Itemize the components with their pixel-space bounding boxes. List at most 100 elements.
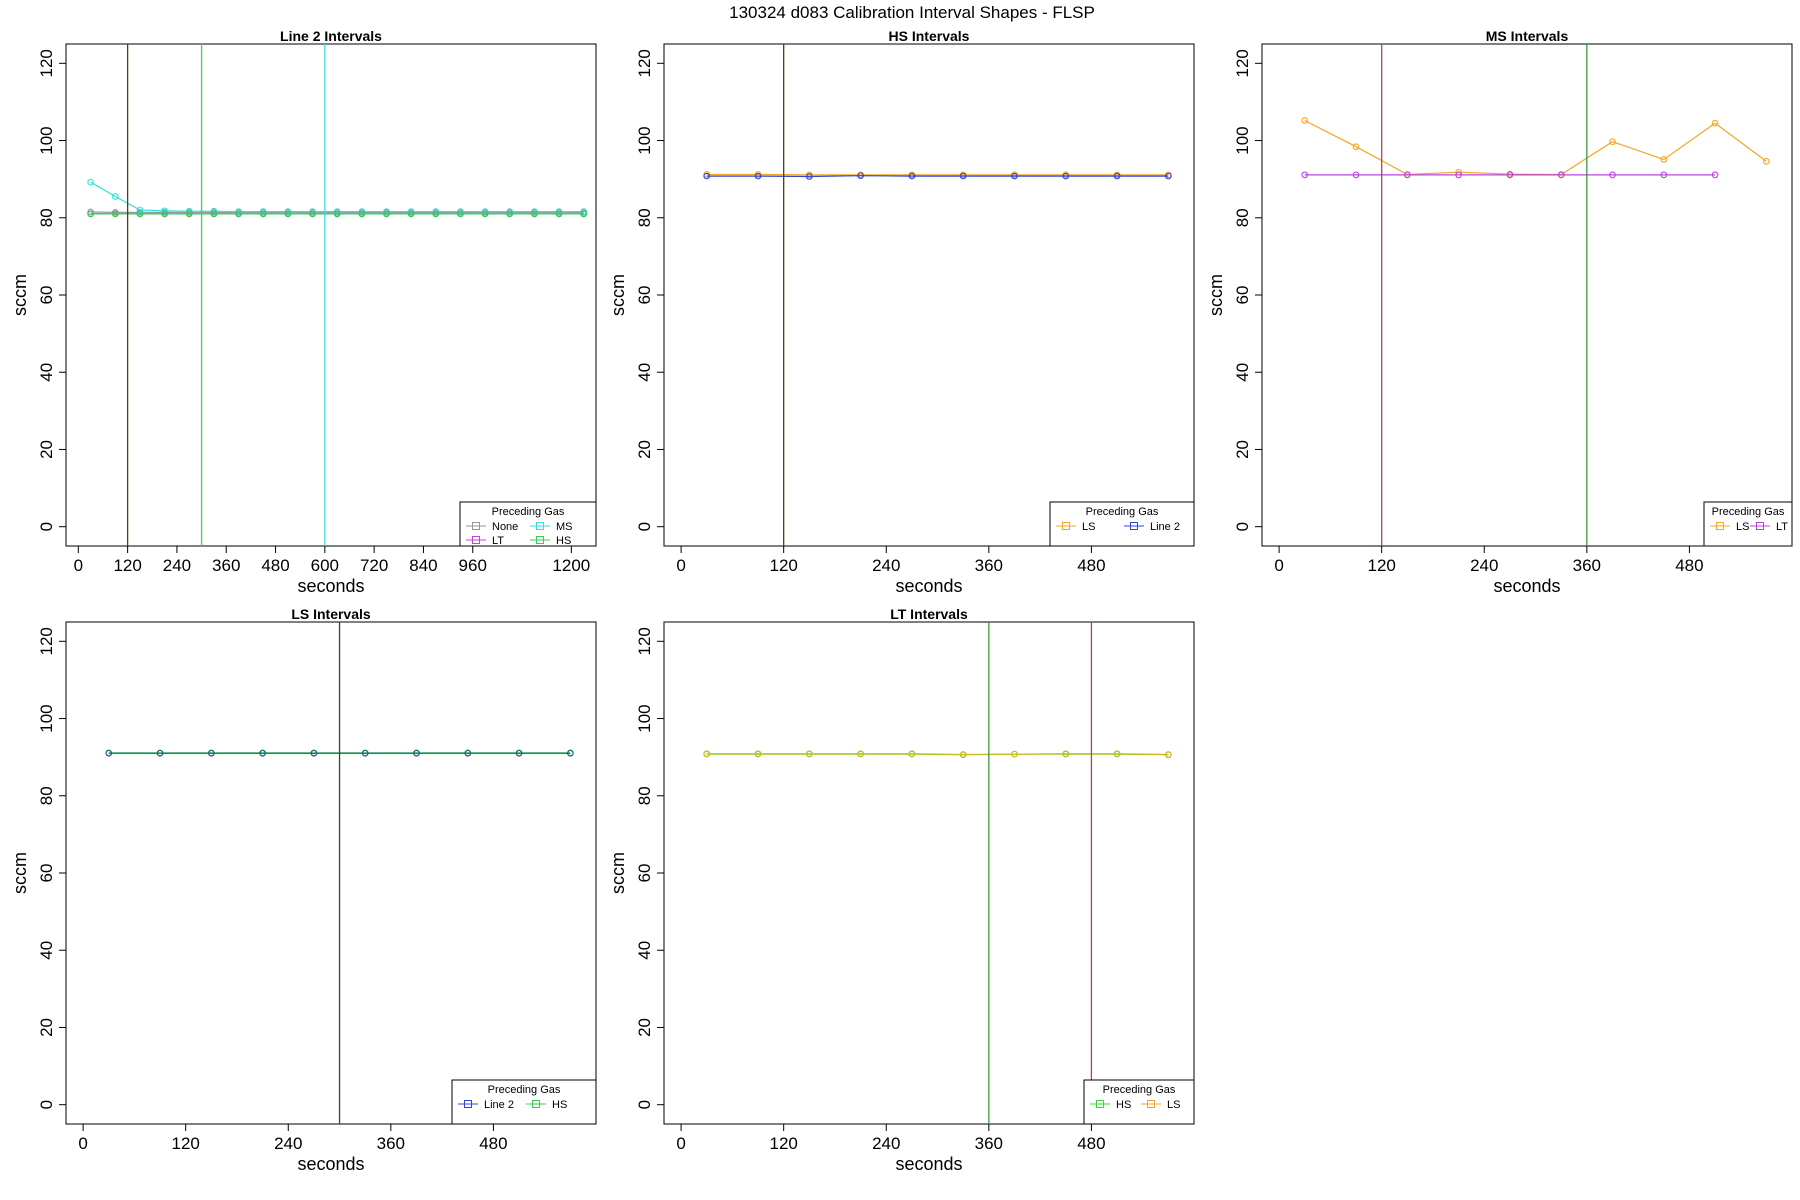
- legend-swatch-marker: [536, 522, 544, 530]
- data-point: [1113, 750, 1121, 758]
- data-point: [432, 210, 440, 218]
- x-tick-label: 360: [975, 556, 1003, 575]
- data-point: [481, 210, 489, 218]
- data-point: [1711, 119, 1719, 127]
- y-tick-label: 100: [37, 126, 56, 154]
- data-point: [383, 210, 390, 218]
- x-tick-label: 360: [377, 1134, 405, 1153]
- data-point: [87, 178, 95, 186]
- x-tick-label: 480: [1077, 1134, 1105, 1153]
- data-point: [1062, 750, 1070, 758]
- data-point: [959, 751, 967, 758]
- x-tick-label: 120: [769, 1134, 797, 1153]
- y-tick-label: 40: [635, 941, 654, 960]
- y-tick-label: 40: [37, 941, 56, 960]
- data-point: [531, 210, 538, 218]
- y-tick-label: 80: [635, 786, 654, 805]
- legend-swatch-marker: [1147, 1100, 1155, 1108]
- data-point: [754, 750, 762, 758]
- data-point: [703, 750, 711, 758]
- panel-title: MS Intervals: [1486, 28, 1569, 44]
- chart-panel-5: LT Intervals 0 120 240 360 480 seconds 0 20 40 60 8…: [608, 606, 1195, 1174]
- x-tick-label: 120: [1367, 556, 1395, 575]
- y-tick-label: 20: [635, 1018, 654, 1037]
- data-point: [156, 749, 164, 757]
- data-point: [333, 210, 341, 218]
- y-tick-label: 120: [37, 49, 56, 77]
- legend-label: LT: [492, 535, 504, 547]
- legend: Preceding Gas HS LS: [1083, 1079, 1195, 1125]
- y-tick-label: 0: [635, 522, 654, 531]
- y-axis-label: sccm: [608, 274, 628, 316]
- y-tick-label: 80: [1233, 208, 1252, 227]
- data-point: [87, 208, 95, 216]
- y-tick-label: 40: [1233, 363, 1252, 382]
- y-tick-label: 80: [37, 208, 56, 227]
- data-point: [567, 749, 574, 757]
- series-line-ls: [1304, 119, 1767, 176]
- legend-title: Preceding Gas: [1712, 506, 1785, 518]
- data-point: [1660, 171, 1668, 179]
- y-tick-label: 60: [37, 864, 56, 883]
- x-tick-label: 0: [676, 1134, 685, 1153]
- data-point: [805, 750, 813, 758]
- data-point: [1711, 171, 1719, 179]
- data-point: [361, 749, 369, 757]
- data-point: [857, 750, 864, 758]
- x-tick-label: 600: [311, 556, 339, 575]
- y-tick-label: 60: [1233, 286, 1252, 305]
- legend: Preceding Gas Line 2 HS: [451, 1079, 597, 1125]
- x-tick-label: 360: [1573, 556, 1601, 575]
- data-point: [1301, 117, 1309, 124]
- x-tick-label: 0: [1274, 556, 1283, 575]
- y-axis-label: sccm: [1206, 274, 1226, 316]
- data-point: [1660, 156, 1668, 163]
- chart-panel-4: LS Intervals 0 120 240 360 480 seconds 0 20 40 60 8…: [10, 606, 597, 1174]
- x-axis-label: seconds: [895, 576, 962, 596]
- data-point: [1165, 172, 1172, 180]
- data-point: [805, 173, 813, 180]
- legend-label: Line 2: [1150, 521, 1180, 533]
- plot-data: [1301, 44, 1770, 546]
- data-point: [1062, 172, 1070, 180]
- data-point: [259, 749, 266, 757]
- x-tick-label: 360: [212, 556, 240, 575]
- data-point: [908, 750, 916, 758]
- y-tick-label: 20: [635, 440, 654, 459]
- legend-label: Line 2: [484, 1099, 514, 1111]
- data-point: [1352, 143, 1360, 151]
- y-tick-label: 20: [1233, 440, 1252, 459]
- x-tick-label: 480: [261, 556, 289, 575]
- y-axis-label: sccm: [10, 274, 30, 316]
- y-tick-label: 60: [635, 864, 654, 883]
- data-point: [207, 749, 215, 757]
- y-tick-label: 60: [635, 286, 654, 305]
- plot-data: [105, 622, 574, 1124]
- data-point: [1609, 138, 1616, 146]
- y-tick-label: 80: [37, 786, 56, 805]
- x-tick-label: 240: [872, 1134, 900, 1153]
- panel-title: HS Intervals: [889, 28, 970, 44]
- x-tick-label: 120: [171, 1134, 199, 1153]
- data-point: [457, 210, 464, 218]
- data-point: [210, 210, 218, 218]
- data-point: [136, 206, 144, 214]
- data-point: [703, 172, 711, 180]
- legend: Preceding Gas None MS LT HS: [459, 501, 597, 547]
- legend-title: Preceding Gas: [1103, 1084, 1176, 1096]
- y-tick-label: 0: [37, 522, 56, 531]
- data-point: [1352, 171, 1360, 179]
- y-tick-label: 60: [37, 286, 56, 305]
- y-tick-label: 120: [635, 627, 654, 655]
- x-tick-label: 0: [78, 1134, 87, 1153]
- plot-frame: [65, 43, 597, 547]
- legend-label: LS: [1167, 1099, 1180, 1111]
- legend-swatch-marker: [464, 1100, 472, 1108]
- x-tick-label: 120: [113, 556, 141, 575]
- plot-data: [703, 44, 1172, 546]
- y-tick-label: 100: [37, 704, 56, 732]
- legend-title: Preceding Gas: [488, 1084, 561, 1096]
